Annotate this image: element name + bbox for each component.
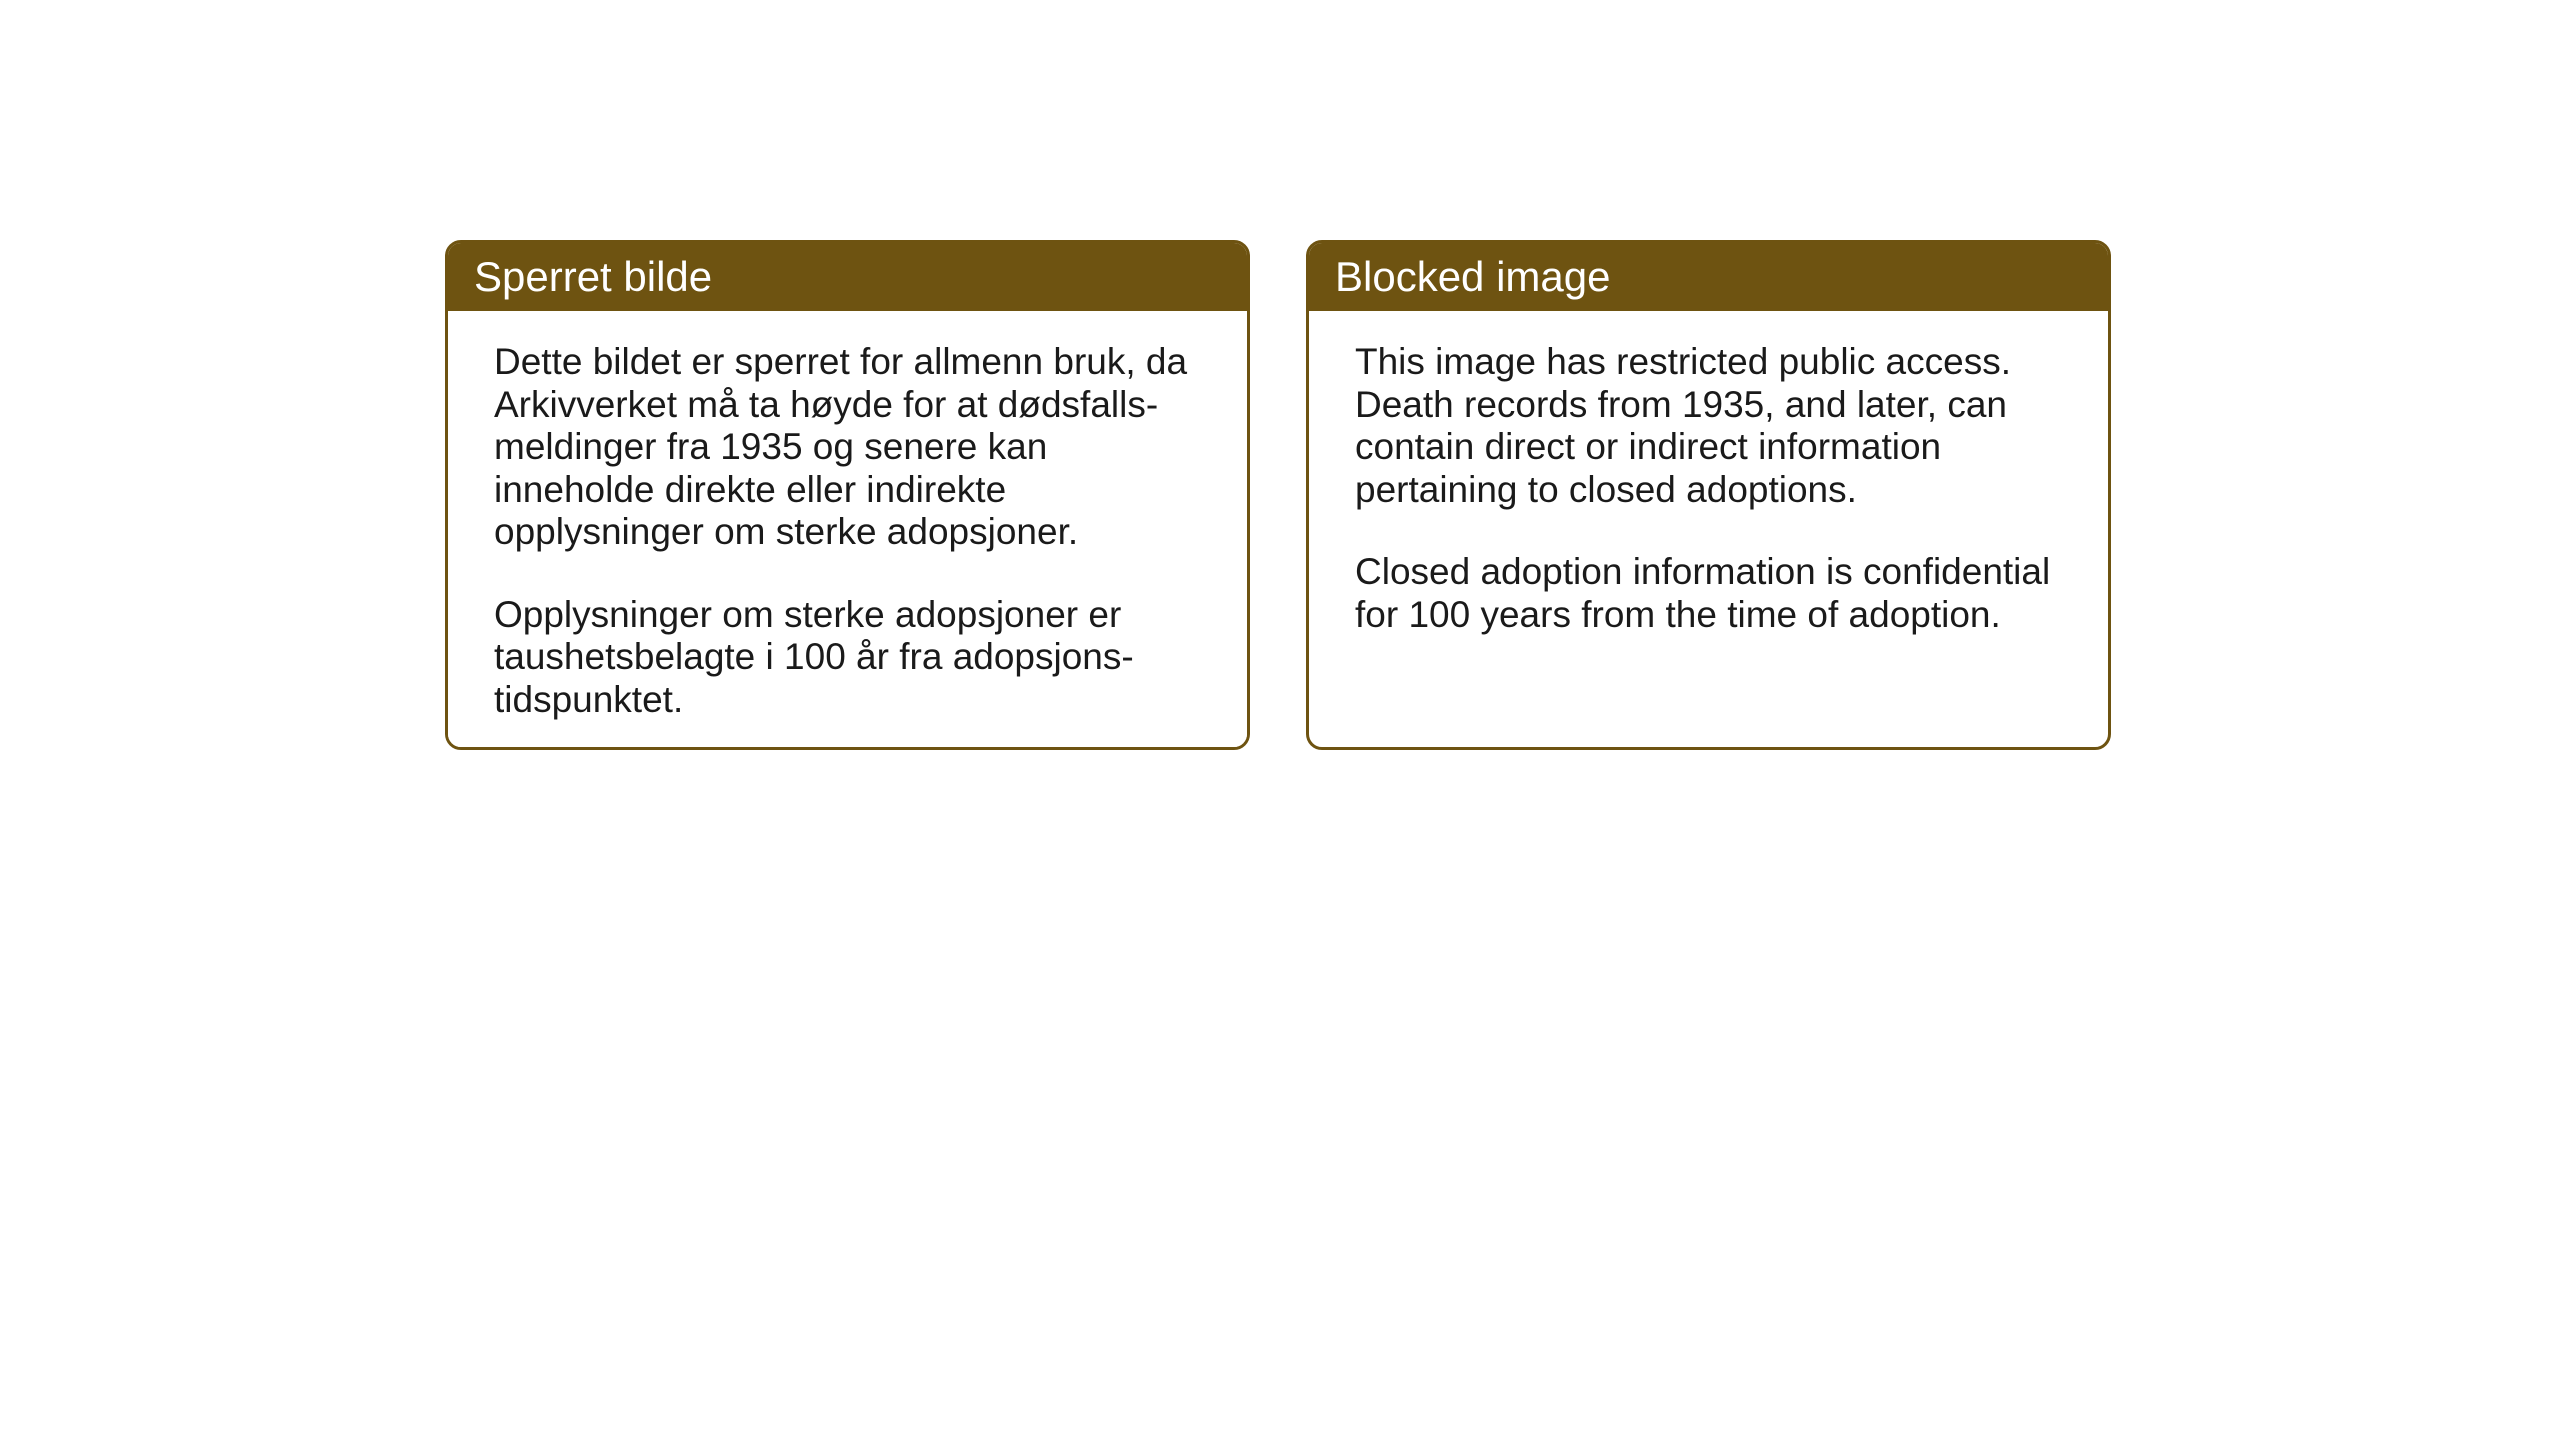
english-notice-card: Blocked image This image has restricted … — [1306, 240, 2111, 750]
english-paragraph-1: This image has restricted public access.… — [1355, 341, 2062, 511]
norwegian-notice-card: Sperret bilde Dette bildet er sperret fo… — [445, 240, 1250, 750]
norwegian-paragraph-1: Dette bildet er sperret for allmenn bruk… — [494, 341, 1201, 554]
norwegian-card-body: Dette bildet er sperret for allmenn bruk… — [448, 311, 1247, 750]
english-paragraph-2: Closed adoption information is confident… — [1355, 551, 2062, 636]
english-card-title: Blocked image — [1309, 243, 2108, 311]
norwegian-paragraph-2: Opplysninger om sterke adopsjoner er tau… — [494, 594, 1201, 722]
norwegian-card-title: Sperret bilde — [448, 243, 1247, 311]
english-card-body: This image has restricted public access.… — [1309, 311, 2108, 676]
notice-container: Sperret bilde Dette bildet er sperret fo… — [445, 240, 2111, 750]
